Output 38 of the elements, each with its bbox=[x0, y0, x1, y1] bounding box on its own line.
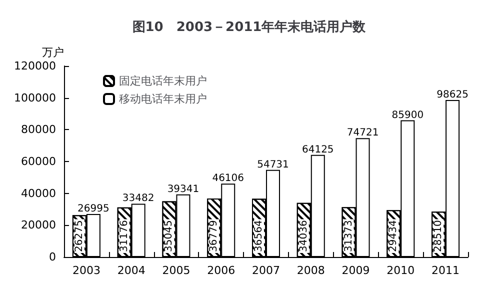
x-tick-label: 2004 bbox=[117, 264, 146, 277]
data-label: 46106 bbox=[212, 173, 244, 184]
data-label: 39341 bbox=[167, 184, 200, 195]
data-label: 31176 bbox=[118, 220, 130, 252]
y-axis-title: 万户 bbox=[42, 46, 64, 59]
data-label: 28510 bbox=[433, 220, 444, 252]
y-tick-label: 120000 bbox=[14, 60, 56, 72]
data-label: 33482 bbox=[122, 193, 154, 204]
y-tick-label: 80000 bbox=[21, 123, 56, 136]
legend-label: 移动电话年末用户 bbox=[119, 92, 207, 106]
data-label: 64125 bbox=[302, 144, 334, 156]
data-label: 36564 bbox=[254, 220, 264, 252]
x-tick-label: 2007 bbox=[252, 264, 280, 277]
data-label: 98625 bbox=[436, 90, 468, 101]
x-tick-label: 2008 bbox=[296, 264, 325, 277]
x-tick-label: 2009 bbox=[342, 264, 370, 277]
data-label: 85900 bbox=[392, 110, 424, 121]
data-label: 26275 bbox=[74, 220, 85, 252]
x-tick-label: 2006 bbox=[207, 264, 236, 277]
y-tick-label: 40000 bbox=[21, 186, 56, 200]
data-label: 31373 bbox=[343, 220, 354, 252]
y-tick-label: 100000 bbox=[14, 91, 56, 104]
x-tick-label: 2003 bbox=[72, 264, 100, 277]
y-tick-label: 20000 bbox=[21, 218, 56, 232]
data-label: 36779 bbox=[208, 220, 220, 252]
x-tick-label: 2005 bbox=[162, 264, 190, 277]
x-tick-label: 2011 bbox=[432, 264, 460, 277]
data-label: 34036 bbox=[298, 220, 310, 252]
data-label: 74721 bbox=[346, 128, 379, 139]
data-label: 35045 bbox=[164, 220, 175, 252]
legend-label: 固定电话年末用户 bbox=[119, 74, 207, 88]
data-label: 26995 bbox=[78, 204, 110, 215]
chart-title: 图10 2003－2011年年末电话用户数 bbox=[132, 19, 367, 35]
data-label: 54731 bbox=[257, 159, 289, 170]
y-tick-label: 0 bbox=[49, 250, 56, 264]
x-tick-label: 2010 bbox=[386, 264, 415, 277]
y-tick-label: 60000 bbox=[21, 155, 56, 168]
data-label: 29434 bbox=[388, 220, 400, 252]
